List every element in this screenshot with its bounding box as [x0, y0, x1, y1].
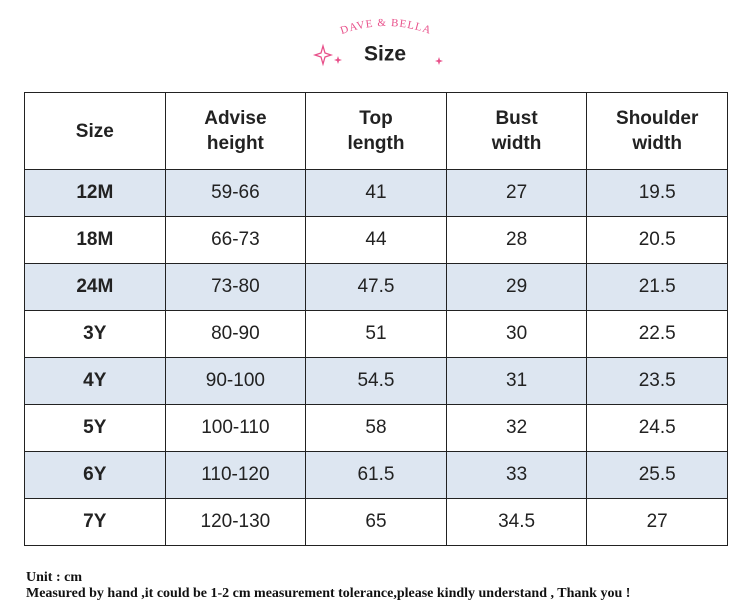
value-cell: 73-80: [164, 263, 307, 311]
value-cell: 19.5: [586, 169, 728, 217]
table-row: 3Y 80-90 51 30 22.5: [24, 310, 728, 358]
size-cell: 18M: [24, 216, 166, 264]
size-table: Size Advise height Top length Bust width Should…: [24, 92, 728, 546]
value-cell: 61.5: [305, 451, 447, 499]
size-cell: 5Y: [24, 404, 166, 452]
value-cell: 20.5: [586, 216, 728, 264]
table-row: 24M 73-80 47.5 29 21.5: [24, 263, 728, 311]
column-header: Advise height: [164, 92, 307, 170]
value-cell: 58: [305, 404, 447, 452]
header-row: Size Advise height Top length Bust width Should…: [24, 92, 728, 170]
note: Unit : cm: [26, 570, 82, 585]
table-row: 18M 66-73 44 28 20.5: [24, 216, 728, 264]
sparkle: [334, 56, 342, 64]
value-cell: 110-120: [164, 451, 307, 499]
table-row: 5Y 100-110 58 32 24.5: [24, 404, 728, 452]
value-cell: 80-90: [164, 310, 307, 358]
value-cell: 31: [445, 357, 588, 405]
size-cell: 24M: [24, 263, 166, 311]
value-cell: 33: [445, 451, 588, 499]
value-cell: 120-130: [164, 498, 307, 546]
header-line: width: [632, 133, 682, 154]
size-cell: 3Y: [24, 310, 166, 358]
value-cell: 32: [445, 404, 588, 452]
value-cell: 22.5: [586, 310, 728, 358]
table-row: 6Y 110-120 61.5 33 25.5: [24, 451, 728, 499]
header-line: height: [206, 133, 264, 154]
header-line: Shoulder: [616, 108, 699, 129]
value-cell: 41: [305, 169, 447, 217]
title: Size: [364, 43, 406, 66]
header: DAVE & BELLA Size: [312, 17, 443, 67]
sparkle: [312, 43, 334, 67]
value-cell: 100-110: [164, 404, 307, 452]
value-cell: 65: [305, 498, 447, 546]
value-cell: 21.5: [586, 263, 728, 311]
value-cell: 24.5: [586, 404, 728, 452]
value-cell: 27: [445, 169, 588, 217]
value-cell: 44: [305, 216, 447, 264]
value-cell: 54.5: [305, 357, 447, 405]
note: Measured by hand ,it could be 1-2 cm mea…: [26, 586, 631, 601]
value-cell: 30: [445, 310, 588, 358]
brand: DAVE & BELLA: [339, 17, 433, 37]
value-cell: 66-73: [164, 216, 307, 264]
column-header: Size: [24, 92, 166, 170]
value-cell: 27: [586, 498, 728, 546]
sparkle: [435, 57, 443, 65]
table-row: 4Y 90-100 54.5 31 23.5: [24, 357, 728, 405]
value-cell: 25.5: [586, 451, 728, 499]
column-header: Top length: [305, 92, 447, 170]
size-cell: 12M: [24, 169, 166, 217]
column-header: Bust width: [445, 92, 588, 170]
table-row: 7Y 120-130 65 34.5 27: [24, 498, 728, 546]
header-line: length: [347, 133, 405, 154]
header-line: Top: [359, 108, 393, 129]
value-cell: 90-100: [164, 357, 307, 405]
header-line: Bust: [495, 108, 538, 129]
value-cell: 23.5: [586, 357, 728, 405]
header-line: Size: [75, 120, 114, 142]
value-cell: 51: [305, 310, 447, 358]
value-cell: 47.5: [305, 263, 447, 311]
value-cell: 34.5: [445, 498, 588, 546]
brand-text: DAVE & BELLA: [339, 17, 432, 37]
table-row: 12M 59-66 41 27 19.5: [24, 169, 728, 217]
size-cell: 7Y: [24, 498, 166, 546]
column-header: Shoulder width: [586, 92, 728, 170]
size-cell: 6Y: [24, 451, 166, 499]
value-cell: 29: [445, 263, 588, 311]
header-line: width: [491, 133, 542, 154]
value-cell: 28: [445, 216, 588, 264]
size-cell: 4Y: [24, 357, 166, 405]
value-cell: 59-66: [164, 169, 307, 217]
header-line: Advise: [204, 108, 267, 129]
